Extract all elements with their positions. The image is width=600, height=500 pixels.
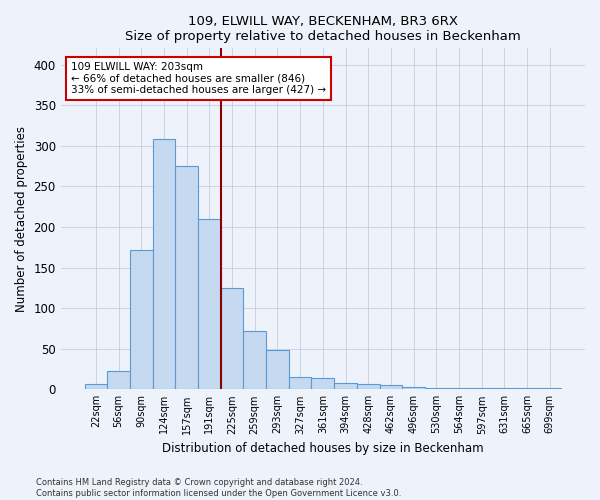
Bar	[470, 388, 493, 390]
Bar	[289, 377, 311, 390]
Bar	[244, 331, 266, 390]
Bar	[130, 250, 152, 390]
Bar	[380, 385, 402, 390]
Bar	[266, 350, 289, 390]
Bar	[493, 388, 516, 390]
Bar	[334, 383, 357, 390]
Bar	[402, 387, 425, 390]
Y-axis label: Number of detached properties: Number of detached properties	[15, 126, 28, 312]
Bar	[448, 388, 470, 390]
Bar	[221, 288, 244, 390]
Bar	[85, 384, 107, 390]
Text: Contains HM Land Registry data © Crown copyright and database right 2024.
Contai: Contains HM Land Registry data © Crown c…	[36, 478, 401, 498]
Bar	[107, 372, 130, 390]
Bar	[516, 388, 538, 390]
Bar	[425, 388, 448, 390]
Bar	[311, 378, 334, 390]
Bar	[175, 166, 198, 390]
Bar	[152, 140, 175, 390]
Bar	[538, 388, 561, 390]
X-axis label: Distribution of detached houses by size in Beckenham: Distribution of detached houses by size …	[162, 442, 484, 455]
Title: 109, ELWILL WAY, BECKENHAM, BR3 6RX
Size of property relative to detached houses: 109, ELWILL WAY, BECKENHAM, BR3 6RX Size…	[125, 15, 521, 43]
Text: 109 ELWILL WAY: 203sqm
← 66% of detached houses are smaller (846)
33% of semi-de: 109 ELWILL WAY: 203sqm ← 66% of detached…	[71, 62, 326, 95]
Bar	[357, 384, 380, 390]
Bar	[198, 219, 221, 390]
